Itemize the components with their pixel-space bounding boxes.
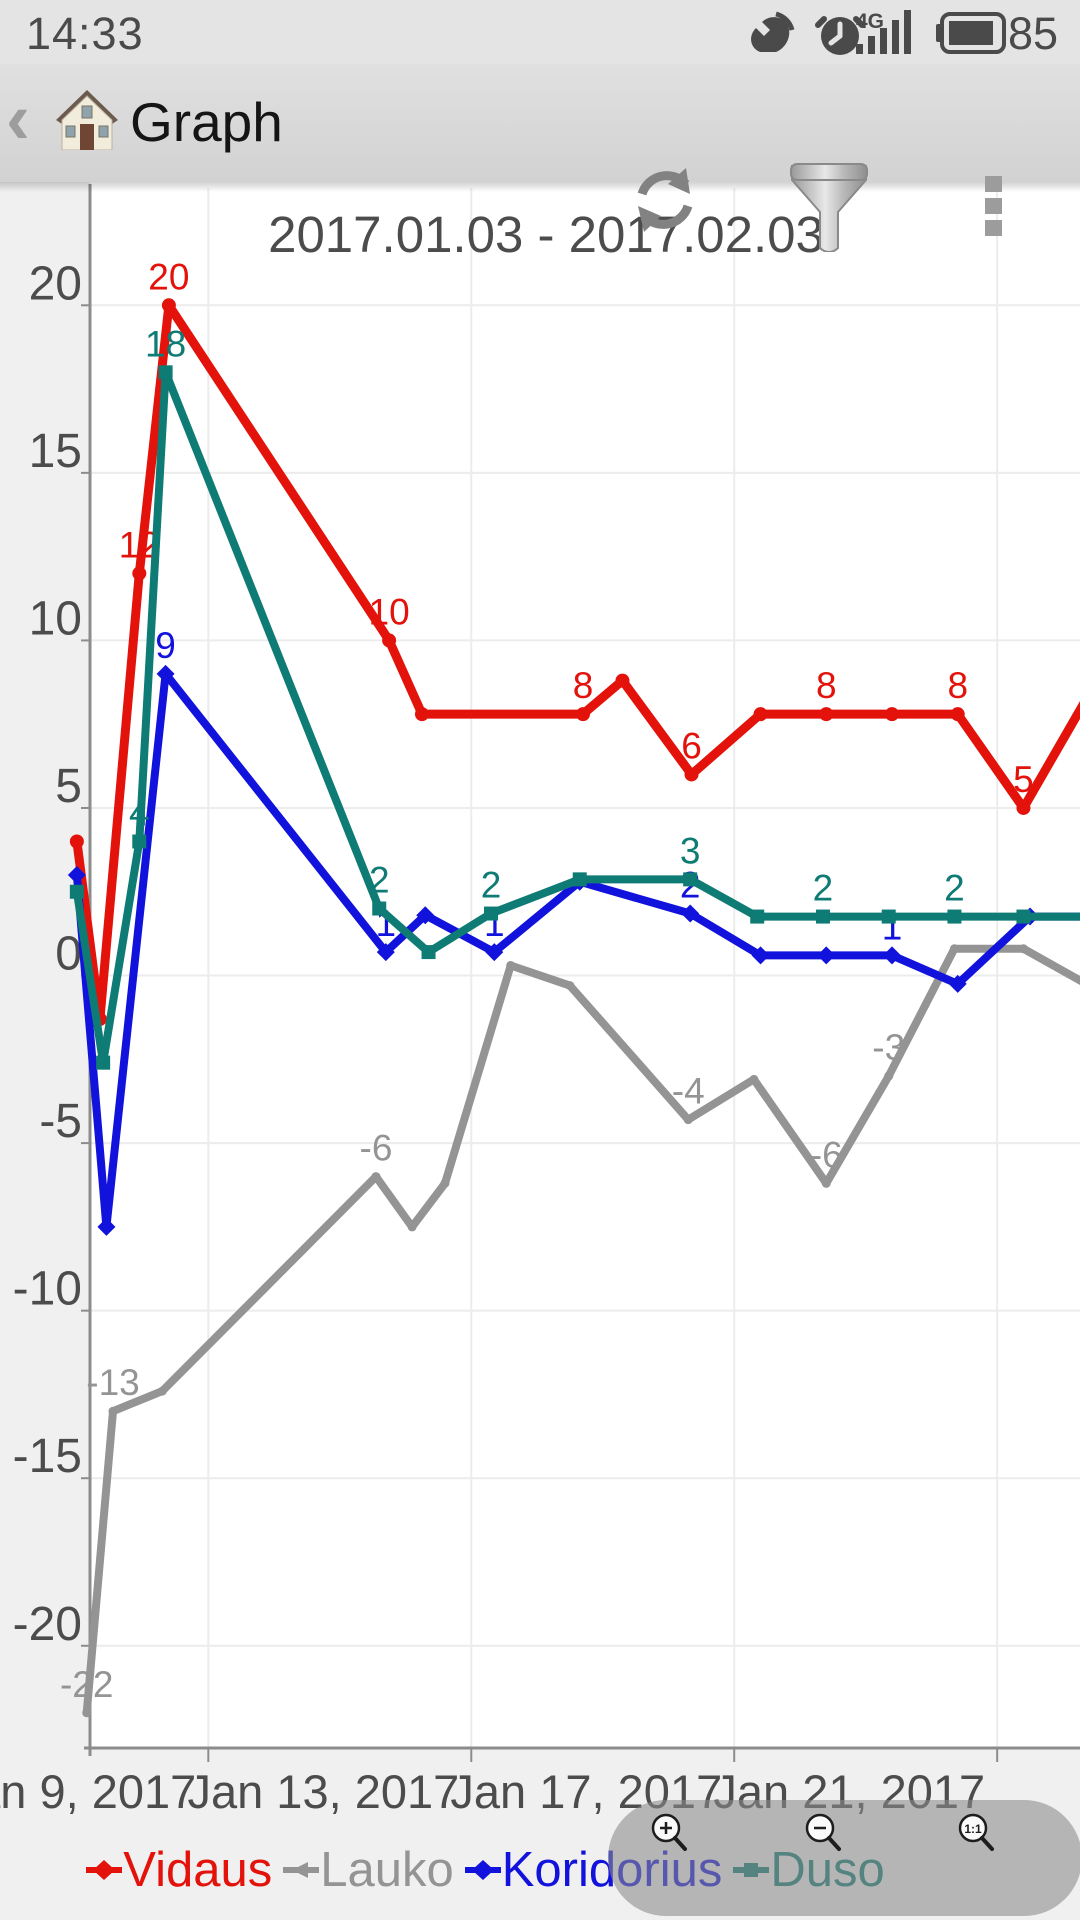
svg-text:8: 8: [816, 665, 837, 706]
vidaus-series-marker-icon: [86, 1860, 123, 1880]
lauko-series-marker-icon: [283, 1862, 320, 1878]
svg-text:6: 6: [681, 725, 702, 766]
zoom-original-icon[interactable]: 1:1: [955, 1812, 999, 1856]
svg-text:2: 2: [813, 868, 834, 909]
svg-text:9: 9: [155, 625, 176, 666]
legend-label: Lauko: [320, 1843, 454, 1897]
zoom-out-icon[interactable]: [802, 1812, 846, 1856]
svg-text:-10: -10: [13, 1263, 82, 1316]
legend-item-lauko[interactable]: Lauko: [282, 1842, 454, 1898]
overflow-menu-icon[interactable]: [985, 176, 1005, 242]
svg-text:8: 8: [947, 665, 968, 706]
app-bar: ‹ Graph: [0, 64, 1080, 252]
svg-text:15: 15: [29, 425, 82, 478]
svg-text:20: 20: [29, 257, 82, 310]
svg-text:2017.01.03 - 2017.02.03: 2017.01.03 - 2017.02.03: [268, 206, 824, 263]
back-button[interactable]: ‹: [6, 79, 30, 159]
battery-percent-label: 85: [1008, 8, 1059, 59]
alarm-clock-icon: [815, 16, 865, 55]
koridorius-series-marker-icon: [464, 1860, 501, 1880]
svg-text:Jan 9, 2017: Jan 9, 2017: [0, 1765, 196, 1818]
legend-label: Vidaus: [123, 1843, 273, 1897]
filter-funnel-icon[interactable]: [786, 160, 872, 252]
svg-text:20: 20: [148, 256, 189, 297]
svg-text:-5: -5: [39, 1095, 82, 1148]
svg-text:-13: -13: [86, 1362, 139, 1403]
zoom-controls-panel: 1:1: [608, 1800, 1080, 1916]
svg-text:2: 2: [481, 865, 502, 906]
data-usage-icon: [751, 11, 795, 52]
refresh-icon[interactable]: [624, 160, 704, 240]
svg-text:2: 2: [944, 868, 965, 909]
battery-icon: [936, 12, 1006, 54]
app-bar-shadow: [0, 182, 1080, 192]
svg-text:8: 8: [573, 665, 594, 706]
signal-bars-icon: [856, 10, 911, 54]
status-time: 14:33: [26, 8, 144, 59]
zoom-in-icon[interactable]: [648, 1812, 692, 1856]
svg-text:-15: -15: [13, 1430, 82, 1483]
svg-text:5: 5: [55, 760, 82, 813]
network-type-label: 4G: [856, 10, 885, 33]
house-icon[interactable]: [56, 90, 118, 150]
svg-text:-20: -20: [13, 1598, 82, 1651]
svg-text:10: 10: [29, 592, 82, 645]
svg-text:1:1: 1:1: [964, 1822, 982, 1836]
svg-text:5: 5: [1013, 759, 1034, 800]
status-bar: 14:33 4G 85: [0, 0, 1080, 64]
svg-text:0: 0: [55, 928, 82, 981]
page-title: Graph: [130, 91, 283, 153]
legend-item-vidaus[interactable]: Vidaus: [85, 1842, 272, 1898]
svg-text:18: 18: [145, 323, 186, 364]
svg-text:3: 3: [680, 830, 701, 871]
series-lauko: -22-13-6-4-6-3: [60, 944, 1080, 1718]
svg-text:-6: -6: [360, 1128, 393, 1169]
svg-text:Jan 13, 2017: Jan 13, 2017: [187, 1765, 459, 1818]
